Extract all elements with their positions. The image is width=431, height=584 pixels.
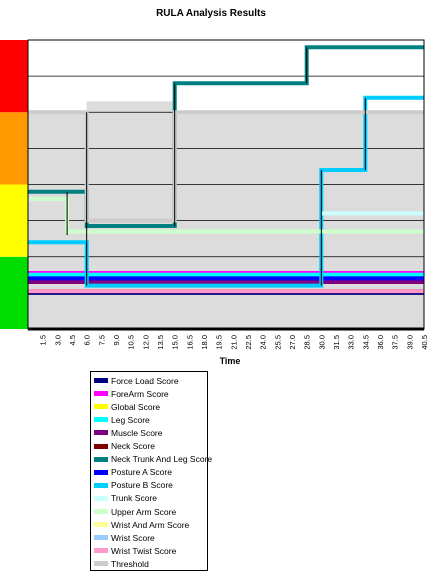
legend-label: Force Load Score [111,375,179,386]
legend-item: Upper Arm Score [94,505,176,518]
x-axis-label: Time [220,356,241,366]
score-band-2 [0,112,28,185]
legend-item: Leg Score [94,413,150,426]
legend-label: Leg Score [111,414,150,425]
legend-item: Neck Score [94,440,155,453]
x-tick-label: 25.5 [273,335,282,350]
score-band-0 [0,256,28,329]
legend-label: Wrist Score [111,532,155,543]
legend-swatch [94,535,108,541]
series-line-threshold [28,110,424,223]
legend-label: Wrist Twist Score [111,545,177,556]
chart-title: RULA Analysis Results [156,8,266,19]
legend-item: Posture A Score [94,466,172,479]
legend-label: Neck Score [111,441,155,451]
x-tick-label: 24.0 [259,335,268,350]
x-tick-label: 39.0 [405,335,414,350]
legend-label: Posture A Score [111,467,172,478]
x-tick-label: 27.0 [288,335,297,350]
legend-swatch [94,456,108,462]
x-tick-label: 22.5 [244,335,253,350]
x-tick-label: 12.0 [141,335,150,350]
x-tick-label: 19.5 [215,335,224,350]
legend-label: Wrist And Arm Score [111,519,190,530]
x-tick-label: 15.0 [171,335,180,350]
score-band-3 [0,40,28,113]
legend-label: Upper Arm Score [111,506,177,517]
legend-swatch [94,522,108,528]
x-tick-label: 30.0 [317,335,326,350]
x-tick-label: 9.0 [112,335,121,345]
legend-swatch [94,417,108,423]
legend-swatch [94,443,108,449]
legend-swatch [94,548,108,554]
x-tick-label: 1.5 [39,335,48,345]
x-tick-label: 4.5 [68,335,77,345]
legend-item: Posture B Score [94,479,173,492]
legend-item: ForeArm Score [94,387,169,400]
x-tick-label: 37.5 [391,335,400,350]
legend-swatch [94,482,108,488]
legend-item: Trunk Score [94,492,157,505]
legend-item: Wrist And Arm Score [94,518,189,531]
legend-label: Neck Trunk And Leg Score [111,454,213,465]
legend-item: Neck Trunk And Leg Score [94,453,212,466]
legend-swatch [94,430,108,436]
legend-swatch [94,495,108,501]
x-tick-label: 33.0 [347,335,356,350]
x-tick-label: 3.0 [53,335,62,345]
legend-item: Threshold [94,557,149,570]
x-tick-label: 6.0 [83,335,92,345]
legend-label: Threshold [111,558,149,569]
legend-swatch [94,469,108,475]
x-tick-label: 10.5 [127,335,136,350]
legend-item: Wrist Score [94,531,155,544]
legend-swatch [94,561,108,567]
x-tick-label: 7.5 [97,335,106,345]
legend-swatch [94,404,108,410]
legend-swatch [94,378,108,383]
x-tick-label: 21.0 [229,335,238,350]
legend-swatch [94,509,108,514]
chart-legend: Force Load Score ForeArm Score Global Scor… [90,371,212,571]
x-tick-label: 36.0 [376,335,385,350]
legend-swatch [94,391,108,397]
x-tick-label: 34.5 [361,335,370,350]
x-tick-label: 16.5 [185,335,194,350]
score-band-1 [0,184,28,257]
legend-item: Force Load Score [94,374,179,387]
x-tick-label: 28.5 [303,335,312,350]
legend-label: ForeArm Score [111,388,169,399]
legend-label: Global Score [111,401,161,412]
x-tick-label: 40.5 [420,335,429,350]
x-tick-label: 13.5 [156,335,165,350]
legend-item: Global Score [94,400,160,413]
legend-item: Muscle Score [94,426,163,439]
legend-label: Muscle Score [111,427,163,438]
x-tick-label: 18.0 [200,335,209,350]
threshold-shading-1 [86,101,175,113]
legend-label: Trunk Score [111,493,157,504]
x-tick-label: 31.5 [332,335,341,350]
legend-item: Wrist Twist Score [94,544,176,557]
legend-label: Posture B Score [111,480,173,491]
